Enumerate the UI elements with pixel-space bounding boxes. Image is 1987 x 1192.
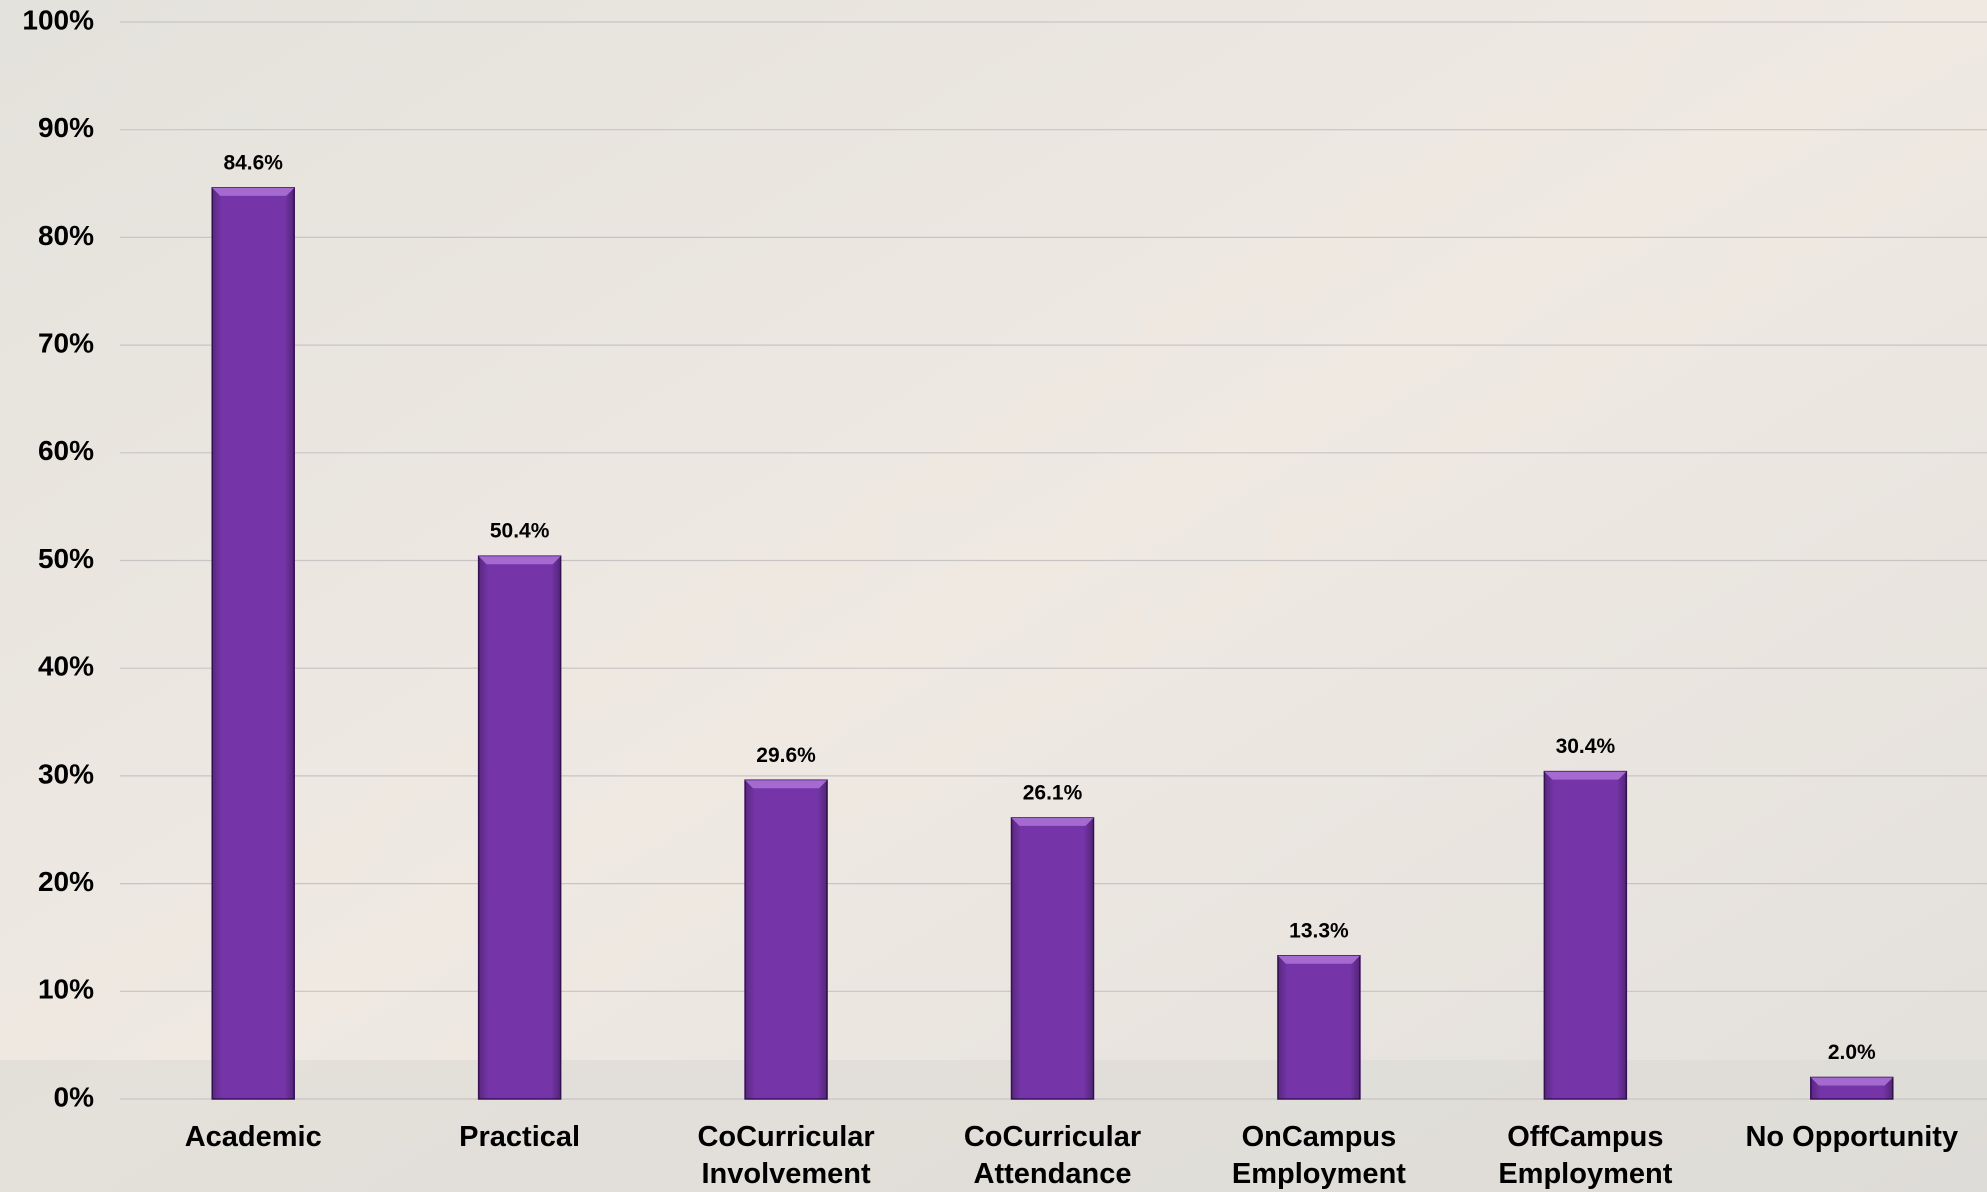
- bar-shade: [1012, 818, 1094, 1099]
- bar-shade: [479, 556, 561, 1099]
- bar-group: [1012, 818, 1094, 1099]
- page: 0% 10% 20% 30% 40% 50% 60% 70% 80% 90% 100% 84.6% Ac…: [0, 0, 1987, 1192]
- x-tick-label: Practical: [459, 1121, 580, 1153]
- bar-bevel: [479, 556, 561, 564]
- background: [0, 0, 1987, 1192]
- bar-group: [1544, 772, 1626, 1099]
- y-tick-label: 70%: [38, 327, 94, 358]
- value-label: 29.6%: [756, 744, 816, 767]
- value-label: 84.6%: [223, 151, 283, 174]
- bar-group: [1278, 956, 1360, 1099]
- bar-bevel: [1544, 772, 1626, 780]
- chart: 0% 10% 20% 30% 40% 50% 60% 70% 80% 90% 100% 84.6% Ac…: [0, 0, 1987, 1192]
- bar-bevel: [745, 780, 827, 788]
- y-tick-label: 80%: [38, 220, 94, 251]
- bar-group: [212, 188, 294, 1099]
- x-tick-label: Academic: [185, 1121, 322, 1153]
- y-tick-label: 0%: [54, 1081, 95, 1112]
- y-tick-label: 60%: [38, 435, 94, 466]
- x-tick-label: No Opportunity: [1745, 1121, 1958, 1153]
- bar-group: [1811, 1077, 1893, 1099]
- bar-shade: [212, 188, 294, 1099]
- bar-bevel: [1278, 956, 1360, 964]
- bar-group: [479, 556, 561, 1099]
- bar-bevel: [1012, 818, 1094, 826]
- value-label: 50.4%: [490, 520, 550, 543]
- value-label: 26.1%: [1023, 781, 1083, 804]
- bar-shade: [745, 780, 827, 1099]
- bar-bevel: [212, 188, 294, 196]
- bar-shade: [1278, 956, 1360, 1099]
- y-tick-label: 10%: [38, 974, 94, 1005]
- y-tick-label: 20%: [38, 866, 94, 897]
- bar-bevel: [1811, 1077, 1893, 1085]
- value-label: 30.4%: [1556, 735, 1616, 758]
- y-tick-label: 90%: [38, 112, 94, 143]
- y-tick-label: 30%: [38, 758, 94, 789]
- y-tick-label: 50%: [38, 543, 94, 574]
- bar-shade: [1544, 772, 1626, 1099]
- value-label: 13.3%: [1289, 919, 1349, 942]
- y-tick-label: 100%: [22, 4, 94, 35]
- bar-group: [745, 780, 827, 1099]
- value-label: 2.0%: [1828, 1041, 1876, 1064]
- y-tick-label: 40%: [38, 651, 94, 682]
